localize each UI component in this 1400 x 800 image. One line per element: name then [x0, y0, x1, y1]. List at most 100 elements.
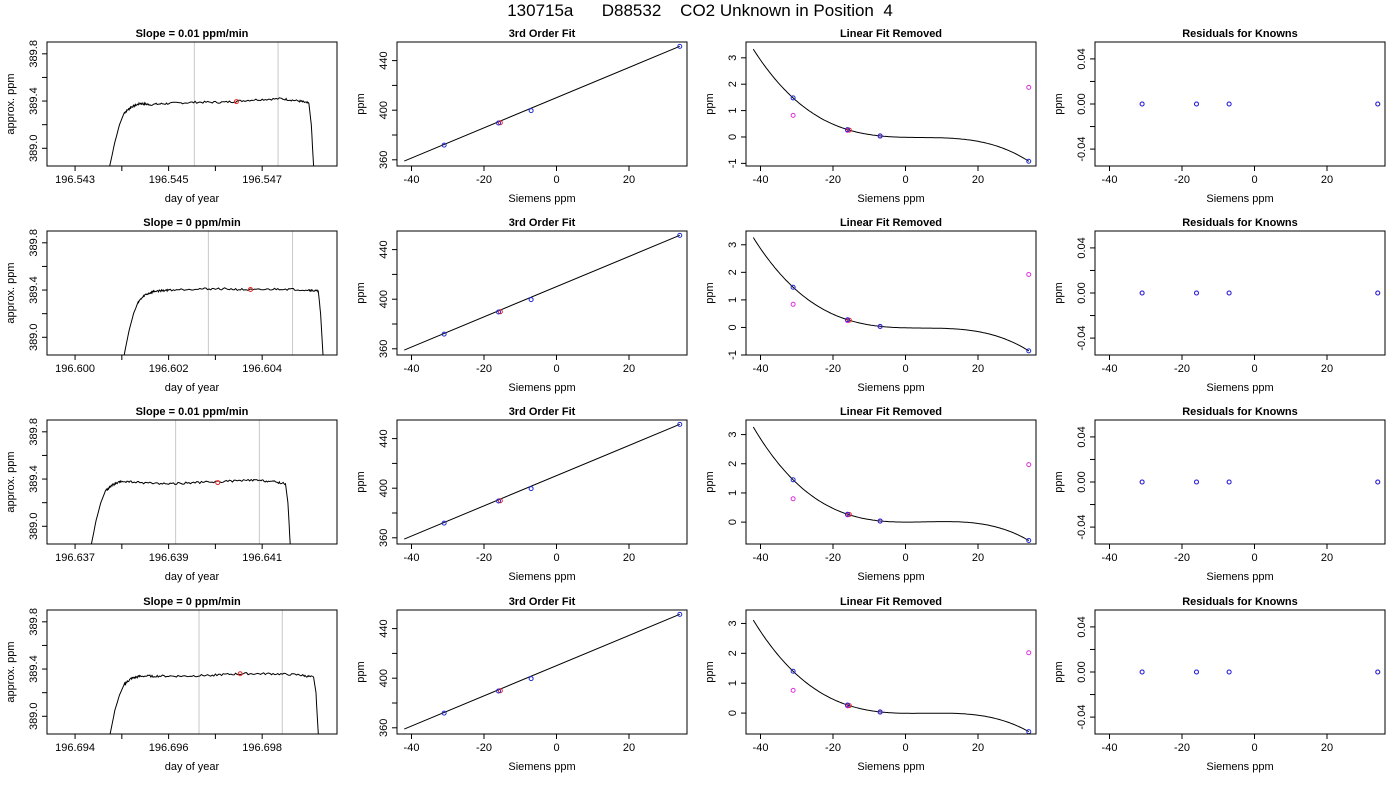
y-axis-label: ppm — [1053, 471, 1065, 492]
residual-point — [1375, 101, 1381, 107]
x-tick-label: 196.545 — [149, 174, 189, 186]
y-tick-label: 0.04 — [1076, 426, 1088, 447]
x-axis-label: Siemens ppm — [857, 382, 924, 394]
residual-point — [1139, 479, 1145, 485]
panel-title: Linear Fit Removed — [840, 217, 942, 229]
known-point — [677, 43, 683, 49]
x-tick-label: 0 — [902, 363, 908, 375]
x-tick-label: 20 — [623, 552, 635, 564]
y-tick-label: 389.8 — [28, 229, 40, 257]
x-axis-label: day of year — [165, 193, 220, 205]
known-point — [845, 317, 850, 323]
known-point — [677, 611, 683, 617]
plot-frame — [396, 419, 688, 545]
residual-point — [1194, 101, 1199, 107]
y-axis-label: ppm — [355, 282, 367, 303]
unknown-point — [790, 112, 796, 118]
y-tick-label: -0.04 — [1076, 705, 1088, 730]
fit-line — [404, 423, 680, 540]
y-tick-label: 389.8 — [28, 608, 40, 636]
panel-raw-row-1: Slope = 0.01 ppm/min day of year approx. p… — [5, 28, 338, 205]
y-tick-label: 400 — [378, 479, 390, 497]
x-tick-label: 196.641 — [242, 552, 282, 564]
known-point — [441, 520, 447, 526]
plot-area — [752, 48, 1032, 164]
y-axis-label: ppm — [355, 471, 367, 492]
panel-fit-row-2: 3rd Order Fit Siemens ppm ppm -40 -20 0 20 360 4… — [355, 217, 688, 394]
x-axis-label: Siemens ppm — [508, 761, 575, 773]
plot-area — [1139, 101, 1381, 107]
x-tick-label: 0 — [553, 742, 559, 754]
signal-trace — [123, 287, 324, 355]
y-tick-label: -0.04 — [1076, 515, 1088, 540]
x-tick-label: 20 — [623, 174, 635, 186]
unknown-point — [1026, 462, 1032, 468]
residual-point — [1194, 669, 1199, 675]
panel-known_residuals-row-2: Residuals for Knowns Siemens ppm ppm -40 -20… — [1053, 217, 1386, 394]
fit-line — [404, 613, 680, 730]
residual-point — [1139, 101, 1145, 107]
x-tick-label: 20 — [972, 174, 984, 186]
panel-title: Linear Fit Removed — [840, 596, 942, 608]
panel-title: Slope = 0.01 ppm/min — [136, 28, 249, 40]
plot-area — [404, 43, 683, 162]
x-axis-label: Siemens ppm — [1206, 193, 1273, 205]
x-tick-label: 20 — [623, 742, 635, 754]
plot-frame — [745, 230, 1037, 356]
x-tick-label: 0 — [1251, 363, 1257, 375]
residual-point — [1226, 290, 1232, 296]
known-point — [790, 95, 796, 101]
x-tick-label: 196.602 — [149, 363, 189, 375]
y-tick-label: 0.04 — [1076, 237, 1088, 258]
fit-line — [404, 45, 680, 162]
y-tick-label: 0 — [727, 134, 739, 140]
panel-title: Residuals for Knowns — [1182, 28, 1298, 40]
plot-frame — [46, 419, 338, 545]
plot-area — [404, 232, 683, 351]
x-tick-label: 0 — [902, 742, 908, 754]
known-point — [845, 127, 850, 133]
plot-frame — [745, 609, 1037, 735]
residual-point — [1226, 669, 1232, 675]
plot-frame — [1094, 230, 1386, 356]
x-tick-label: -20 — [825, 174, 841, 186]
y-tick-label: 389.4 — [28, 655, 40, 683]
x-tick-label: 196.639 — [149, 552, 189, 564]
signal-trace — [109, 97, 315, 166]
y-tick-label: 3 — [727, 432, 739, 438]
x-tick-label: -20 — [1174, 552, 1190, 564]
cubic-curve — [752, 619, 1030, 733]
x-tick-label: 196.694 — [55, 742, 95, 754]
panel-title: Residuals for Knowns — [1182, 406, 1298, 418]
panel-known_residuals-row-4: Residuals for Knowns Siemens ppm ppm -40 -20… — [1053, 596, 1386, 773]
y-tick-label: 400 — [378, 669, 390, 687]
known-point — [845, 702, 850, 708]
known-point — [877, 133, 883, 139]
y-axis-label: ppm — [704, 93, 716, 114]
cubic-curve — [752, 237, 1030, 352]
y-axis-label: approx. ppm — [5, 451, 17, 512]
y-tick-label: -0.04 — [1076, 137, 1088, 162]
x-tick-label: 196.637 — [55, 552, 95, 564]
x-tick-label: -40 — [1102, 552, 1118, 564]
y-axis-label: ppm — [355, 93, 367, 114]
plot-area — [109, 42, 315, 166]
sample-marker — [233, 99, 239, 105]
x-tick-label: 0 — [1251, 174, 1257, 186]
unknown-point — [790, 496, 796, 502]
panel-title: Slope = 0 ppm/min — [143, 217, 241, 229]
y-tick-label: 2 — [727, 81, 739, 87]
y-tick-label: 360 — [378, 719, 390, 737]
y-tick-label: 2 — [727, 461, 739, 467]
y-tick-label: 400 — [378, 101, 390, 119]
y-tick-label: 360 — [378, 340, 390, 358]
known-point — [790, 668, 796, 674]
x-tick-label: -40 — [1102, 363, 1118, 375]
residual-point — [1375, 290, 1381, 296]
known-point — [1026, 348, 1032, 354]
panel-title: 3rd Order Fit — [509, 217, 576, 229]
page-title: 130715a D88532 CO2 Unknown in Position 4 — [507, 1, 893, 20]
x-tick-label: 0 — [1251, 552, 1257, 564]
y-tick-label: 0.00 — [1076, 661, 1088, 682]
